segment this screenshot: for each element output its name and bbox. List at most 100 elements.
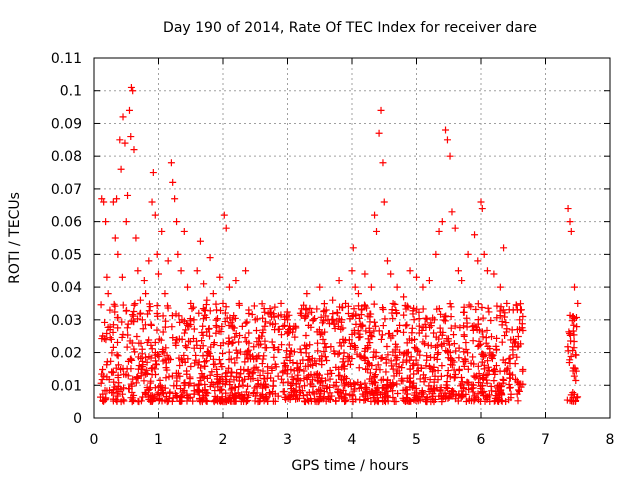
- data-point: [156, 376, 164, 384]
- data-point: [323, 384, 331, 392]
- data-point: [279, 322, 287, 330]
- data-point: [114, 314, 122, 322]
- data-point: [280, 387, 288, 395]
- data-point: [420, 390, 428, 398]
- data-point: [370, 378, 378, 386]
- data-point: [221, 398, 229, 406]
- data-point: [129, 87, 137, 95]
- data-point: [256, 397, 264, 405]
- data-point: [128, 356, 136, 364]
- data-point: [100, 335, 108, 343]
- data-point: [564, 205, 572, 213]
- data-point: [474, 257, 482, 265]
- data-point: [211, 360, 219, 368]
- data-point: [195, 309, 203, 317]
- data-point: [241, 375, 249, 383]
- data-point: [381, 315, 389, 323]
- data-point: [366, 339, 374, 347]
- data-point: [113, 385, 121, 393]
- x-tick-label: 7: [541, 432, 550, 448]
- data-point: [427, 319, 435, 327]
- data-point: [157, 336, 165, 344]
- data-point: [478, 328, 486, 336]
- data-point: [228, 385, 236, 393]
- data-point: [221, 309, 229, 317]
- data-point: [572, 351, 580, 359]
- data-point: [507, 394, 515, 402]
- data-point: [339, 387, 347, 395]
- data-point: [399, 377, 407, 385]
- data-point: [455, 354, 463, 362]
- data-point: [222, 303, 230, 311]
- data-point: [460, 332, 468, 340]
- data-point: [413, 305, 421, 313]
- data-point: [479, 351, 487, 359]
- data-point: [242, 267, 250, 275]
- data-point: [111, 234, 119, 242]
- data-point: [134, 353, 142, 361]
- data-point: [259, 355, 267, 363]
- data-point: [159, 345, 167, 353]
- data-point: [443, 378, 451, 386]
- data-point: [102, 218, 110, 226]
- data-point: [136, 296, 144, 304]
- data-point: [439, 328, 447, 336]
- data-point: [113, 397, 121, 405]
- data-point: [379, 322, 387, 330]
- data-point: [333, 309, 341, 317]
- data-point: [475, 379, 483, 387]
- data-point: [406, 267, 414, 275]
- data-point: [180, 227, 188, 235]
- data-point: [409, 360, 417, 368]
- data-point: [566, 329, 574, 337]
- data-point: [434, 367, 442, 375]
- data-point: [563, 396, 571, 404]
- data-point: [298, 305, 306, 313]
- data-point: [206, 371, 214, 379]
- data-point: [497, 303, 505, 311]
- data-point: [514, 333, 522, 341]
- data-point: [159, 328, 167, 336]
- data-point: [285, 329, 293, 337]
- data-point: [113, 195, 121, 203]
- data-point: [271, 320, 279, 328]
- data-point: [122, 218, 130, 226]
- data-point: [519, 380, 527, 388]
- data-point: [145, 257, 153, 265]
- data-point: [287, 393, 295, 401]
- data-point: [266, 305, 274, 313]
- data-point: [498, 318, 506, 326]
- data-point: [417, 364, 425, 372]
- data-point: [355, 302, 363, 310]
- data-point: [190, 325, 198, 333]
- data-point: [570, 397, 578, 405]
- data-point: [572, 377, 580, 385]
- data-point: [130, 397, 138, 405]
- data-point: [460, 362, 468, 370]
- data-point: [438, 362, 446, 370]
- data-point: [103, 273, 111, 281]
- data-point: [152, 361, 160, 369]
- data-point: [422, 396, 430, 404]
- data-point: [572, 314, 580, 322]
- data-point: [290, 322, 298, 330]
- data-point: [441, 313, 449, 321]
- data-point: [480, 250, 488, 258]
- data-point: [165, 373, 173, 381]
- data-point: [140, 377, 148, 385]
- data-point: [568, 317, 576, 325]
- data-point: [487, 382, 495, 390]
- data-point: [474, 316, 482, 324]
- data-point: [153, 326, 161, 334]
- data-point: [241, 358, 249, 366]
- data-point: [402, 398, 410, 406]
- data-point: [201, 306, 209, 314]
- data-point: [206, 332, 214, 340]
- data-point: [379, 304, 387, 312]
- data-point: [99, 397, 107, 405]
- data-point: [474, 342, 482, 350]
- data-point: [283, 308, 291, 316]
- data-point: [375, 129, 383, 137]
- data-point: [361, 356, 369, 364]
